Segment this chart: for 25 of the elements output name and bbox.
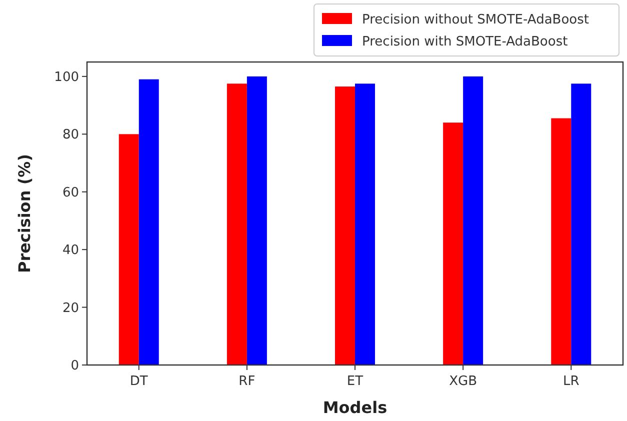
- legend-label: Precision with SMOTE-AdaBoost: [362, 34, 568, 50]
- bar: [138, 79, 159, 365]
- y-tick-label: 40: [62, 243, 79, 258]
- x-tick-label: ET: [346, 374, 364, 389]
- bar: [571, 84, 592, 365]
- x-tick-label: LR: [562, 374, 580, 389]
- legend-label: Precision without SMOTE-AdaBoost: [362, 12, 589, 28]
- bar: [118, 134, 139, 365]
- x-axis-title: Models: [322, 398, 388, 417]
- bar: [443, 122, 464, 365]
- bar: [551, 118, 572, 365]
- bar: [226, 84, 247, 365]
- bar: [355, 84, 375, 365]
- y-tick-label: 100: [54, 70, 79, 85]
- y-tick-label: 0: [70, 358, 79, 374]
- x-tick-label: DT: [130, 374, 148, 389]
- x-tick-label: RF: [238, 374, 256, 389]
- y-tick-label: 60: [62, 185, 79, 200]
- y-tick-label: 20: [62, 300, 79, 316]
- bar: [246, 76, 267, 365]
- x-tick-label: XGB: [449, 374, 478, 389]
- bar: [463, 76, 484, 365]
- y-axis-title: Precision (%): [15, 154, 34, 274]
- bar: [335, 86, 355, 365]
- y-tick-label: 80: [62, 128, 79, 143]
